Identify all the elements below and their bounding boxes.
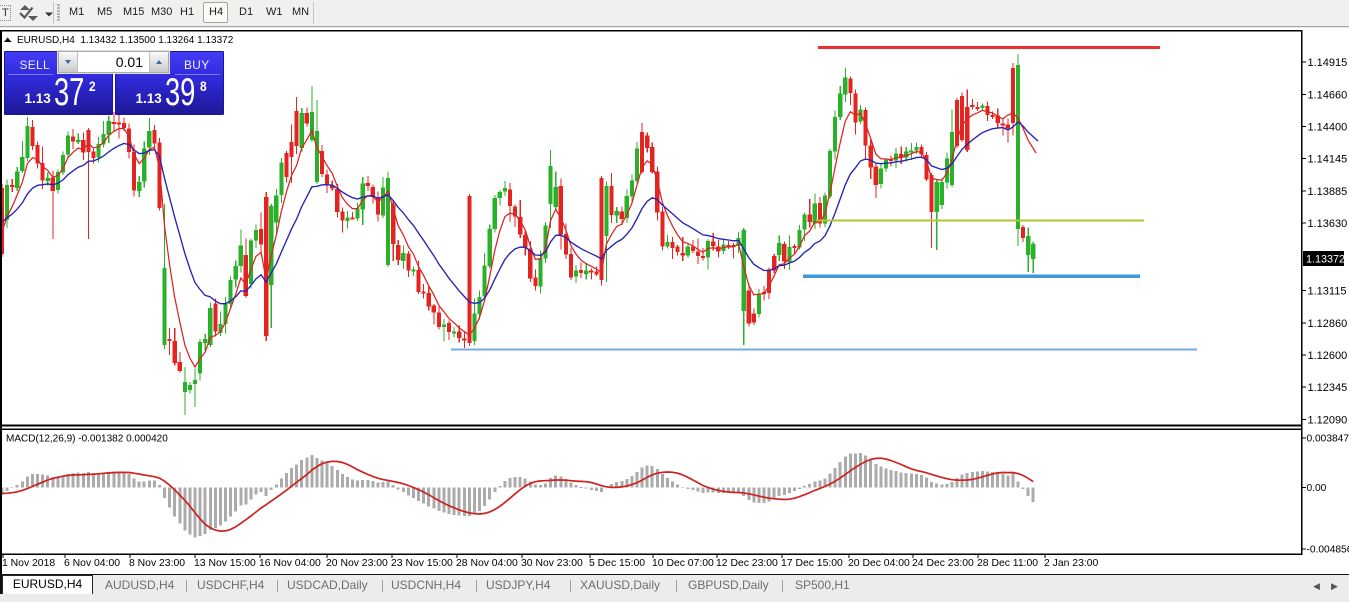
svg-text:1.13630: 1.13630	[1308, 218, 1348, 230]
svg-text:5 Dec 15:00: 5 Dec 15:00	[589, 558, 645, 569]
svg-text:28 Nov 04:00: 28 Nov 04:00	[456, 558, 518, 569]
svg-text:MACD(12,26,9) -0.001382 0.0004: MACD(12,26,9) -0.001382 0.000420	[6, 434, 168, 445]
svg-text:10 Dec 07:00: 10 Dec 07:00	[652, 558, 714, 569]
svg-text:12 Dec 23:00: 12 Dec 23:00	[716, 558, 778, 569]
svg-text:1.14660: 1.14660	[1308, 89, 1348, 101]
svg-text:16 Nov 04:00: 16 Nov 04:00	[259, 558, 321, 569]
svg-text:1.13885: 1.13885	[1308, 186, 1348, 198]
svg-text:28 Dec 11:00: 28 Dec 11:00	[977, 558, 1038, 569]
svg-text:1 Nov 2018: 1 Nov 2018	[2, 558, 55, 569]
svg-text:0.00: 0.00	[1307, 483, 1327, 494]
svg-text:1.12090: 1.12090	[1308, 414, 1348, 426]
svg-text:1.14915: 1.14915	[1308, 57, 1348, 69]
svg-text:1.12860: 1.12860	[1308, 318, 1348, 330]
svg-text:20 Dec 04:00: 20 Dec 04:00	[848, 558, 910, 569]
svg-text:EURUSD,H4 1.13432 1.13500 1.1: EURUSD,H4 1.13432 1.13500 1.13264 1.1337…	[17, 35, 234, 46]
svg-text:6 Nov 04:00: 6 Nov 04:00	[64, 558, 120, 569]
svg-text:1.12600: 1.12600	[1308, 350, 1348, 362]
svg-text:1.13372: 1.13372	[1306, 254, 1345, 266]
svg-text:23 Nov 15:00: 23 Nov 15:00	[391, 558, 453, 569]
svg-text:13 Nov 15:00: 13 Nov 15:00	[194, 558, 256, 569]
svg-text:2 Jan 23:00: 2 Jan 23:00	[1044, 558, 1099, 569]
svg-text:24 Dec 23:00: 24 Dec 23:00	[912, 558, 974, 569]
svg-text:1.14145: 1.14145	[1308, 154, 1348, 166]
svg-text:20 Nov 23:00: 20 Nov 23:00	[326, 558, 388, 569]
svg-text:30 Nov 23:00: 30 Nov 23:00	[521, 558, 583, 569]
svg-text:-0.004856: -0.004856	[1307, 545, 1349, 556]
svg-text:17 Dec 15:00: 17 Dec 15:00	[781, 558, 843, 569]
svg-text:1.14400: 1.14400	[1308, 122, 1348, 134]
svg-text:0.003847: 0.003847	[1307, 434, 1349, 445]
svg-text:8 Nov 23:00: 8 Nov 23:00	[129, 558, 185, 569]
svg-text:1.13115: 1.13115	[1308, 286, 1347, 298]
svg-text:1.12345: 1.12345	[1308, 382, 1348, 394]
